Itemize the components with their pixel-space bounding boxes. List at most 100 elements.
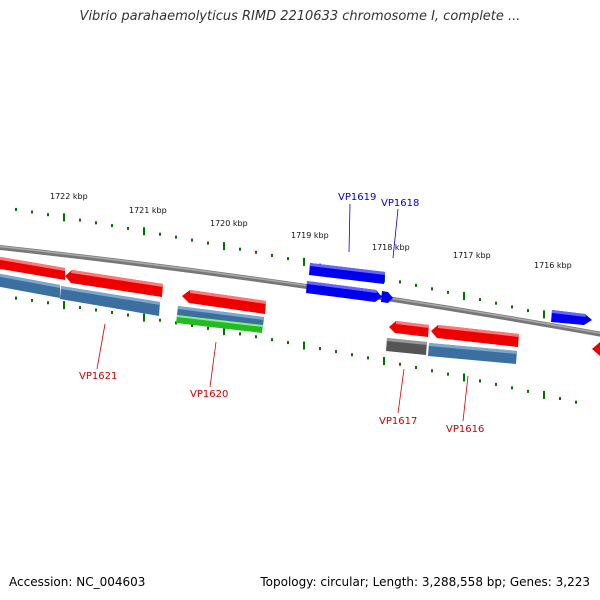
- tick-upper-8: [143, 227, 145, 236]
- leader-vp1620: [209, 341, 217, 388]
- tick-lower-11: [191, 324, 193, 328]
- tick-upper-4: [79, 218, 81, 222]
- scale-label-1716: 1716 kbp: [534, 261, 572, 270]
- tick-lower-30: [495, 382, 497, 386]
- gene-vp1621[interactable]: [65, 270, 163, 297]
- tick-lower-25: [415, 365, 417, 369]
- gene-label-vp1616[interactable]: VP1616: [446, 424, 484, 435]
- tick-row-lower: [15, 296, 577, 404]
- tick-upper-6: [111, 224, 113, 228]
- tick-upper-18: [303, 257, 305, 266]
- gene-label-vp1618[interactable]: VP1618: [381, 198, 419, 209]
- gene-label-vp1621[interactable]: VP1621: [79, 371, 117, 382]
- tick-lower-13: [223, 327, 225, 336]
- tick-upper-31: [511, 305, 513, 309]
- tick-upper-7: [127, 226, 129, 230]
- feature-bar-vp1620: [177, 306, 264, 326]
- tick-lower-23: [383, 357, 385, 366]
- tick-upper-17: [287, 257, 289, 261]
- gene-label-vp1620[interactable]: VP1620: [190, 389, 228, 400]
- tick-lower-18: [303, 341, 305, 350]
- tick-upper-26: [431, 287, 433, 291]
- tick-upper-13: [223, 242, 225, 251]
- tick-lower-31: [511, 386, 513, 390]
- map-title: Vibrio parahaemolyticus RIMD 2210633 chr…: [79, 9, 521, 24]
- tick-upper-10: [175, 235, 177, 239]
- gene-label-vp1619[interactable]: VP1619: [338, 192, 376, 203]
- leader-vp1621: [96, 323, 106, 370]
- tick-upper-1: [31, 210, 33, 214]
- tick-upper-2: [47, 213, 49, 217]
- feature-bar-green: [176, 315, 263, 333]
- leader-vp1618: [392, 208, 399, 259]
- gene-vp1621-left-part[interactable]: [0, 256, 65, 280]
- tick-lower-5: [95, 308, 97, 312]
- chromosome-backbone: [0, 245, 600, 337]
- tick-lower-7: [127, 313, 129, 317]
- scale-label-1720: 1720 kbp: [210, 219, 248, 228]
- tick-lower-12: [207, 326, 209, 330]
- tick-lower-22: [367, 356, 369, 360]
- tick-upper-33: [543, 310, 545, 319]
- tick-upper-27: [447, 290, 449, 294]
- tick-upper-14: [239, 247, 241, 251]
- tick-upper-15: [255, 250, 257, 254]
- tick-lower-4: [79, 306, 81, 310]
- tick-upper-12: [207, 241, 209, 245]
- tick-upper-25: [415, 283, 417, 287]
- tick-lower-24: [399, 362, 401, 366]
- tick-lower-3: [63, 301, 65, 310]
- feature-bar-vp1621: [60, 286, 160, 316]
- tick-lower-21: [351, 353, 353, 357]
- scale-label-1719: 1719 kbp: [291, 231, 329, 240]
- gene-vp1618[interactable]: [306, 281, 382, 302]
- tick-lower-17: [287, 341, 289, 345]
- leader-vp1619: [348, 203, 351, 253]
- gene-label-vp1617[interactable]: VP1617: [379, 416, 417, 427]
- feature-bar-gray: [386, 338, 427, 355]
- tick-lower-1: [31, 298, 33, 302]
- tick-upper-0: [15, 207, 17, 211]
- tick-lower-9: [159, 318, 161, 322]
- tick-upper-24: [399, 280, 401, 284]
- gene-vp1619[interactable]: [309, 263, 385, 284]
- tick-upper-32: [527, 309, 529, 313]
- leader-vp1617: [397, 368, 405, 414]
- accession-text: Accession: NC_004603: [9, 575, 146, 589]
- tick-upper-3: [63, 213, 65, 222]
- gene-right-forward[interactable]: [551, 310, 592, 325]
- tick-upper-28: [463, 291, 465, 300]
- gene-small-forward[interactable]: [381, 291, 393, 303]
- scale-label-1722: 1722 kbp: [50, 192, 88, 201]
- gene-vp1617[interactable]: [389, 321, 429, 337]
- tick-upper-29: [479, 298, 481, 302]
- gene-right-edge-reverse[interactable]: [592, 342, 600, 356]
- tick-lower-6: [111, 310, 113, 314]
- tick-lower-15: [255, 335, 257, 339]
- gene-vp1620[interactable]: [182, 290, 266, 314]
- tick-lower-14: [239, 332, 241, 336]
- tick-lower-28: [463, 373, 465, 382]
- scale-label-1721: 1721 kbp: [129, 206, 167, 215]
- tick-upper-16: [271, 253, 273, 257]
- tick-lower-16: [271, 338, 273, 342]
- genome-summary-text: Topology: circular; Length: 3,288,558 bp…: [260, 575, 590, 589]
- tick-upper-30: [495, 301, 497, 305]
- tick-lower-35: [575, 400, 577, 404]
- tick-lower-34: [559, 397, 561, 401]
- feature-bar-left: [0, 273, 60, 298]
- leader-vp1616: [462, 375, 469, 422]
- tick-row-upper: [15, 207, 577, 324]
- tick-lower-27: [447, 372, 449, 376]
- scale-label-1717: 1717 kbp: [453, 251, 491, 260]
- gene-vp1616[interactable]: [431, 325, 519, 347]
- tick-lower-19: [319, 347, 321, 351]
- tick-lower-2: [47, 301, 49, 305]
- feature-bar-vp1616: [428, 343, 517, 364]
- tick-upper-9: [159, 232, 161, 236]
- tick-lower-10: [175, 321, 177, 325]
- tick-lower-33: [543, 390, 545, 399]
- scale-label-1718: 1718 kbp: [372, 243, 410, 252]
